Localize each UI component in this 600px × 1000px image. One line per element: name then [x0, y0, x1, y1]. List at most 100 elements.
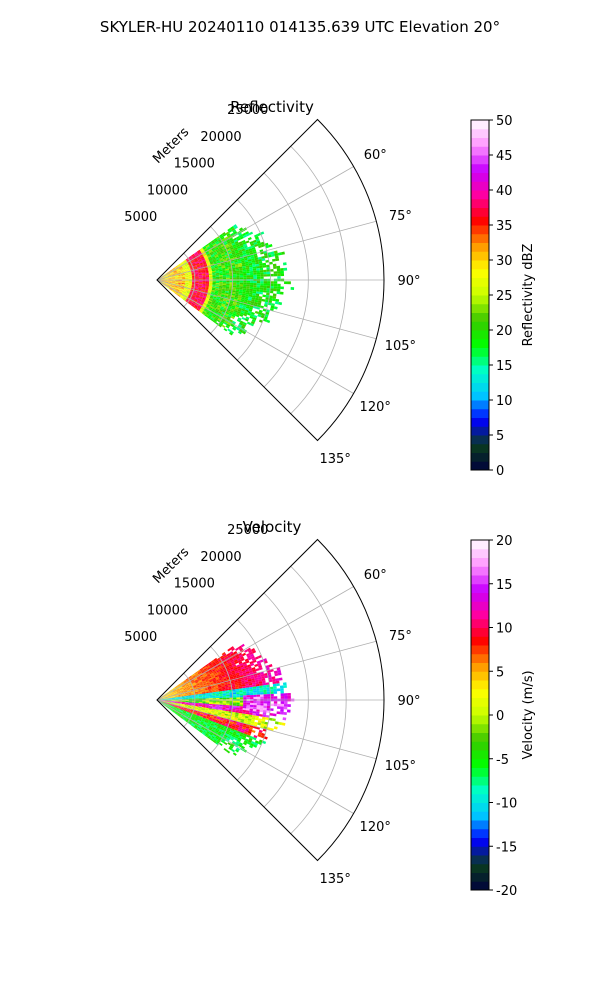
echo-cell	[207, 290, 212, 293]
echo-cell	[245, 653, 250, 657]
echo-cell	[161, 276, 165, 279]
colorbar-segment	[471, 382, 489, 392]
echo-cell	[280, 286, 284, 290]
echo-cell	[239, 654, 243, 658]
echo-cell	[246, 706, 250, 709]
echo-cell	[232, 655, 237, 660]
echo-cell	[167, 704, 171, 707]
echo-cell	[181, 696, 186, 698]
colorbar-segment	[471, 785, 489, 795]
echo-cell	[236, 674, 240, 677]
echo-cell	[262, 712, 267, 715]
echo-cell	[169, 690, 173, 693]
echo-cell	[223, 259, 228, 263]
echo-cell	[170, 705, 174, 707]
echo-cell	[205, 251, 210, 254]
echo-cell	[238, 669, 242, 673]
echo-cell	[214, 266, 219, 269]
echo-cell	[263, 703, 268, 706]
echo-cell	[170, 693, 174, 695]
echo-cell	[173, 707, 177, 709]
echo-cell	[209, 277, 213, 279]
echo-cell	[212, 320, 217, 324]
echo-cell	[257, 302, 262, 306]
echo-cell	[234, 249, 239, 252]
echo-cell	[212, 284, 216, 286]
echo-cell	[223, 261, 228, 264]
echo-cell	[271, 303, 275, 307]
echo-cell	[268, 664, 273, 668]
echo-cell	[211, 288, 216, 291]
echo-cell	[241, 668, 246, 672]
echo-cell	[252, 264, 256, 267]
echo-cell	[221, 324, 226, 328]
echo-cell	[205, 280, 210, 282]
echo-cell	[167, 693, 171, 696]
echo-cell	[171, 282, 175, 284]
echo-cell	[174, 273, 178, 275]
echo-cell	[228, 688, 233, 691]
colorbar-segment	[471, 452, 489, 462]
echo-cell	[215, 676, 219, 679]
echo-cell	[264, 299, 269, 303]
echo-cell	[237, 259, 242, 262]
echo-cell	[199, 674, 204, 677]
echo-cell	[208, 707, 213, 709]
echo-cell	[196, 293, 201, 296]
echo-cell	[200, 255, 204, 258]
echo-cell	[249, 250, 253, 254]
echo-cell	[204, 710, 208, 713]
echo-cell	[198, 705, 202, 708]
echo-cell	[272, 678, 276, 682]
radial-tick-label: 10000	[147, 183, 188, 198]
echo-cell	[198, 692, 202, 695]
echo-cell	[185, 702, 189, 704]
echo-cell	[277, 669, 282, 674]
echo-cell	[205, 273, 209, 276]
echo-cell	[196, 685, 201, 688]
echo-cell	[283, 703, 288, 707]
echo-cell	[173, 271, 177, 273]
echo-cell	[161, 698, 165, 700]
echo-cell	[197, 269, 202, 271]
echo-cell	[175, 710, 180, 713]
echo-cell	[178, 265, 182, 268]
echo-cell	[219, 727, 224, 731]
echo-cell	[248, 262, 253, 266]
echo-cell	[246, 704, 250, 707]
echo-cell	[223, 741, 228, 746]
echo-cell	[253, 270, 257, 273]
echo-cell	[200, 257, 205, 260]
echo-cell	[173, 708, 177, 711]
echo-cell	[212, 276, 216, 279]
echo-cell	[187, 689, 191, 692]
echo-cell	[169, 708, 173, 711]
echo-cell	[184, 284, 189, 286]
angle-tick-label: 60°	[364, 568, 387, 583]
echo-cell	[164, 696, 168, 698]
echo-cell	[185, 280, 189, 281]
echo-cell	[174, 711, 178, 715]
echo-cell	[233, 678, 238, 682]
echo-cell	[185, 275, 189, 277]
echo-cell	[266, 264, 270, 268]
echo-cell	[219, 275, 223, 277]
echo-cell	[211, 707, 216, 710]
echo-cell	[164, 697, 169, 699]
echo-cell	[189, 257, 193, 260]
echo-cell	[232, 752, 237, 756]
echo-cell	[179, 688, 184, 691]
echo-cell	[242, 234, 247, 239]
echo-cell	[201, 690, 206, 692]
echo-cell	[186, 710, 191, 712]
echo-cell	[198, 252, 202, 256]
echo-cell	[229, 657, 234, 661]
echo-cell	[228, 689, 233, 692]
echo-cell	[223, 654, 228, 659]
echo-cell	[164, 277, 169, 279]
echo-cell	[164, 275, 168, 278]
echo-cell	[256, 289, 260, 292]
echo-cell	[227, 648, 232, 652]
echo-cell	[168, 701, 172, 703]
echo-cell	[174, 275, 179, 277]
